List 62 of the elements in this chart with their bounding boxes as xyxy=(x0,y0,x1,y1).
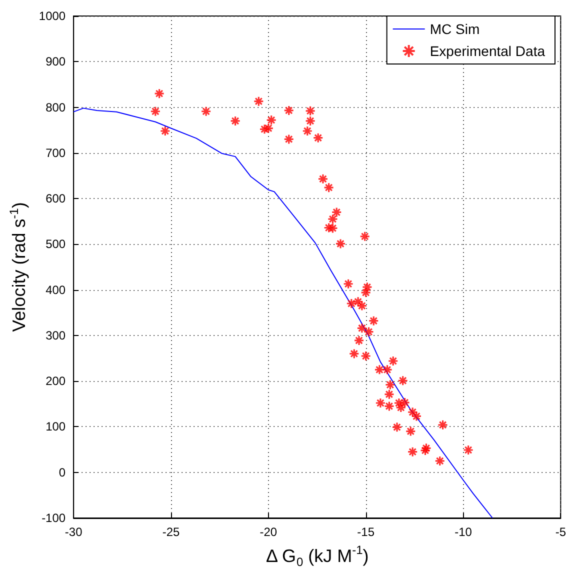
point xyxy=(150,106,161,117)
y-tick-label: 600 xyxy=(46,192,66,206)
y-tick-label: 900 xyxy=(46,54,66,69)
x-tick-label: -20 xyxy=(260,525,278,539)
point xyxy=(356,300,368,312)
point xyxy=(356,322,368,334)
point xyxy=(352,296,364,307)
point xyxy=(368,316,379,326)
x-tick-label: -5 xyxy=(555,525,566,539)
point xyxy=(354,335,364,346)
point xyxy=(360,350,372,362)
point xyxy=(420,445,431,456)
point xyxy=(420,442,432,454)
point xyxy=(284,105,294,116)
x-tick-label: -30 xyxy=(64,525,83,539)
y-axis-title: Velocity (rad s-1) xyxy=(7,202,29,332)
legend-label: Experimental Data xyxy=(430,43,546,59)
point xyxy=(375,398,386,408)
point xyxy=(407,406,418,418)
point xyxy=(392,422,402,432)
point xyxy=(434,456,446,466)
x-tick-label: -25 xyxy=(162,525,180,539)
point xyxy=(394,398,404,408)
y-tick-label: -100 xyxy=(42,511,66,525)
point xyxy=(398,375,408,386)
point xyxy=(346,298,357,309)
y-tick-label: 700 xyxy=(46,146,66,160)
point xyxy=(411,410,422,422)
point xyxy=(253,96,264,107)
legend-label: MC Sim xyxy=(430,21,480,37)
point xyxy=(363,326,374,338)
point xyxy=(284,134,294,145)
point xyxy=(200,106,212,117)
point xyxy=(348,348,360,360)
point xyxy=(305,106,316,116)
point xyxy=(230,116,241,126)
y-tick-label: 300 xyxy=(46,328,66,342)
y-tick-label: 100 xyxy=(46,420,66,434)
point xyxy=(160,126,170,136)
y-tick-label: 400 xyxy=(46,282,66,297)
point xyxy=(312,132,324,144)
line-series xyxy=(73,108,493,518)
point xyxy=(374,364,385,375)
x-tick-label: -10 xyxy=(454,525,472,539)
point xyxy=(360,231,370,242)
point xyxy=(343,278,354,290)
y-tick-label: 1000 xyxy=(38,9,66,23)
point xyxy=(384,400,395,412)
point xyxy=(463,444,474,456)
y-tick-label: 0 xyxy=(58,465,66,480)
point xyxy=(407,446,418,458)
y-tick-label: 500 xyxy=(46,237,66,252)
point xyxy=(335,238,346,250)
y-tick-label: 800 xyxy=(46,100,66,114)
point xyxy=(154,88,165,99)
point xyxy=(259,124,270,134)
point xyxy=(324,182,334,193)
point xyxy=(405,426,416,437)
point xyxy=(318,174,328,184)
y-tick-label: 200 xyxy=(46,374,66,388)
point xyxy=(437,420,448,430)
x-tick-label: -15 xyxy=(357,525,375,539)
